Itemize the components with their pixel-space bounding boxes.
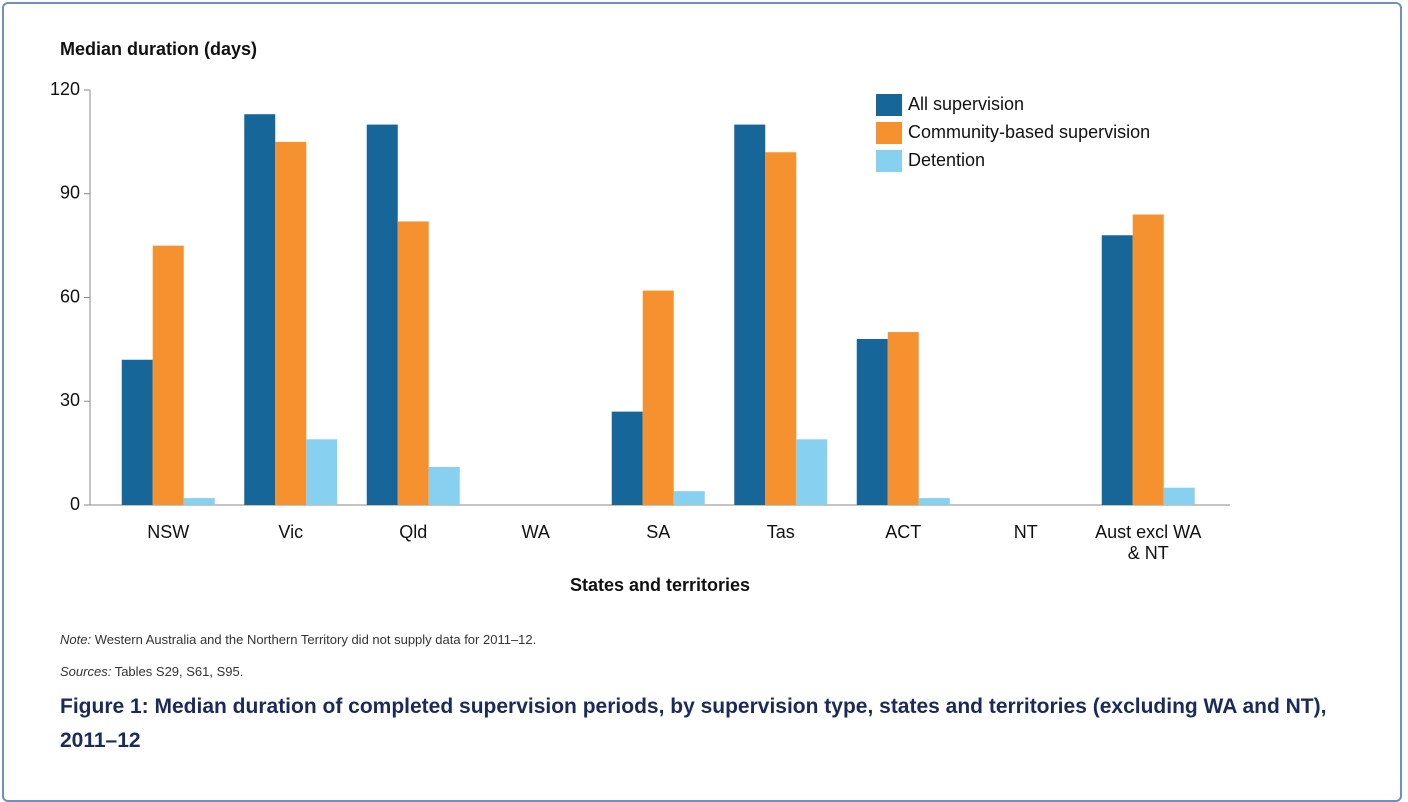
y-tick-label: 90	[60, 183, 80, 203]
note: Note: Western Australia and the Northern…	[60, 632, 536, 647]
y-axis-title: Median duration (days)	[60, 39, 257, 59]
x-tick-label: WA	[521, 522, 550, 542]
note-text: Western Australia and the Northern Terri…	[94, 632, 537, 647]
x-tick-label: ACT	[885, 522, 922, 542]
bar	[428, 466, 460, 505]
x-tick-label: NSW	[147, 522, 190, 542]
bar	[183, 498, 215, 505]
sources-label: Sources:	[60, 664, 112, 679]
bar	[673, 491, 705, 505]
bar	[1132, 214, 1164, 505]
y-tick-label: 60	[60, 286, 80, 306]
sources: Sources: Tables S29, S61, S95.	[60, 664, 243, 679]
bar	[887, 332, 919, 505]
bar	[244, 114, 276, 505]
bar	[397, 221, 429, 505]
y-tick-label: 0	[70, 494, 80, 514]
legend-swatch	[876, 150, 902, 172]
legend-swatch	[876, 122, 902, 144]
legend-label: Detention	[908, 150, 985, 170]
sources-text: Tables S29, S61, S95.	[114, 664, 244, 679]
x-tick-label: Vic	[278, 522, 304, 542]
note-label: Note:	[60, 632, 92, 647]
x-tick-label: NT	[1013, 522, 1038, 542]
bar	[918, 498, 950, 505]
bar	[796, 439, 828, 505]
caption: Figure 1: Median duration of completed s…	[60, 695, 1327, 752]
bar	[152, 245, 184, 505]
bar	[275, 141, 307, 505]
legend-label: All supervision	[908, 94, 1024, 114]
bar	[734, 124, 766, 505]
x-axis-title: States and territories	[570, 575, 750, 595]
bar	[765, 152, 797, 505]
bar	[1163, 487, 1195, 505]
y-tick-label: 120	[50, 79, 80, 99]
x-tick-label: Qld	[399, 522, 428, 542]
x-tick-label: Aust excl WA & NT	[1095, 522, 1202, 563]
y-tick-label: 30	[60, 390, 80, 410]
bar	[306, 439, 338, 505]
bar	[856, 339, 888, 505]
bar	[611, 411, 643, 505]
bar	[1101, 235, 1133, 505]
legend-label: Community-based supervision	[908, 122, 1150, 142]
bar	[642, 290, 674, 505]
x-tick-label: SA	[646, 522, 671, 542]
bar	[366, 124, 398, 505]
legend-swatch	[876, 94, 902, 116]
x-tick-label: Tas	[766, 522, 795, 542]
bar	[121, 359, 153, 505]
